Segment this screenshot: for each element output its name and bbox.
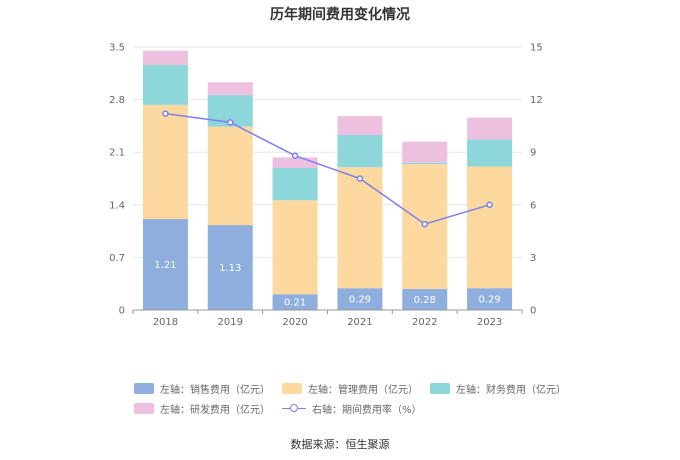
legend-item-finance[interactable]: 左轴：财务费用（亿元） — [430, 381, 566, 396]
bar-segment — [402, 162, 448, 165]
chart-plot: 0 0.7 1.4 2.1 2.8 3.5 0 3 6 9 12 15 1.21 2018 1.13 2019… — [109, 43, 543, 329]
right-axis-tick-label: 12 — [530, 95, 543, 106]
bar-segment — [142, 50, 188, 66]
x-axis-tick-label: 2019 — [218, 317, 243, 328]
legend-label-expense-rate: 右轴：期间费用率（%） — [312, 404, 422, 416]
bar-segment — [402, 141, 448, 163]
bar-data-label: 0.28 — [414, 295, 436, 306]
left-axis-tick-label: 3.5 — [109, 43, 125, 54]
bar-segment — [402, 288, 448, 310]
legend-swatch-admin — [282, 382, 302, 394]
legend-swatch-rnd — [134, 402, 154, 414]
legend-item-sales[interactable]: 左轴：销售费用（亿元） — [134, 381, 270, 396]
bar-segment — [142, 104, 188, 220]
legend-item-expense-rate[interactable]: 右轴：期间费用率（%） — [282, 401, 422, 416]
left-axis-tick-label: 0.7 — [109, 253, 125, 264]
expense-rate-point — [356, 175, 364, 182]
right-axis-tick-label: 0 — [530, 306, 536, 317]
bar-data-label: 1.13 — [219, 263, 241, 274]
right-axis-tick-label: 15 — [530, 43, 543, 54]
bar-segment — [272, 167, 318, 201]
legend-label-finance: 左轴：财务费用（亿元） — [456, 384, 566, 396]
bar-segment — [207, 126, 253, 226]
x-axis-tick-label: 2022 — [412, 317, 437, 328]
bar-segment — [467, 139, 513, 167]
x-axis-tick-label: 2020 — [282, 317, 307, 328]
x-axis-tick-label: 2023 — [477, 317, 502, 328]
bar-segment — [337, 288, 383, 310]
legend-swatch-finance — [430, 382, 450, 394]
legend: 左轴：销售费用（亿元） 左轴：管理费用（亿元） 左轴：财务费用（亿元） 左轴：研… — [134, 378, 566, 418]
legend-label-admin: 左轴：管理费用（亿元） — [308, 384, 418, 396]
legend-label-sales: 左轴：销售费用（亿元） — [160, 384, 270, 396]
legend-swatch-sales — [134, 382, 154, 394]
expense-rate-line — [165, 112, 490, 225]
right-axis-tick-label: 9 — [530, 148, 536, 159]
left-axis-tick-label: 0 — [119, 306, 125, 317]
bar-segment — [207, 82, 253, 96]
bar-segment — [337, 167, 383, 289]
bar-segment — [272, 200, 318, 295]
legend-label-rnd: 左轴：研发费用（亿元） — [160, 404, 270, 416]
expense-rate-point — [291, 152, 299, 159]
bar-segment — [142, 219, 188, 310]
chart-title: 历年期间费用变化情况 — [270, 7, 410, 23]
right-axis-tick-label: 6 — [530, 200, 536, 211]
legend-item-admin[interactable]: 左轴：管理费用（亿元） — [282, 381, 418, 396]
bar-data-label: 0.29 — [478, 295, 500, 306]
bar-segment — [467, 117, 513, 140]
bar-data-label: 0.29 — [349, 295, 371, 306]
left-axis-tick-label: 2.1 — [109, 148, 125, 159]
left-axis-tick-label: 1.4 — [109, 200, 125, 211]
expense-rate-point — [162, 110, 169, 117]
bar-segment — [272, 157, 318, 168]
bar-segment — [467, 288, 513, 310]
legend-item-rnd[interactable]: 左轴：研发费用（亿元） — [134, 401, 270, 416]
data-source: 数据来源：恒生聚源 — [290, 438, 390, 451]
bar-data-label: 1.21 — [154, 260, 176, 271]
bar-data-label: 0.21 — [284, 298, 306, 309]
bar-segment — [337, 134, 383, 168]
bar-segment — [272, 294, 318, 310]
bar-segment — [467, 166, 513, 289]
bar-segment — [142, 65, 188, 105]
expense-rate-point — [486, 201, 493, 209]
bar-segment — [337, 116, 383, 135]
x-axis-tick-label: 2018 — [153, 317, 178, 328]
expense-rate-point — [421, 220, 428, 228]
bar-segment — [207, 225, 253, 310]
left-axis-tick-label: 2.8 — [109, 95, 125, 106]
right-axis-tick-label: 3 — [530, 253, 536, 264]
legend-swatch-expense-rate — [282, 403, 306, 414]
x-axis-tick-label: 2021 — [347, 317, 372, 328]
expense-rate-point — [227, 119, 234, 126]
